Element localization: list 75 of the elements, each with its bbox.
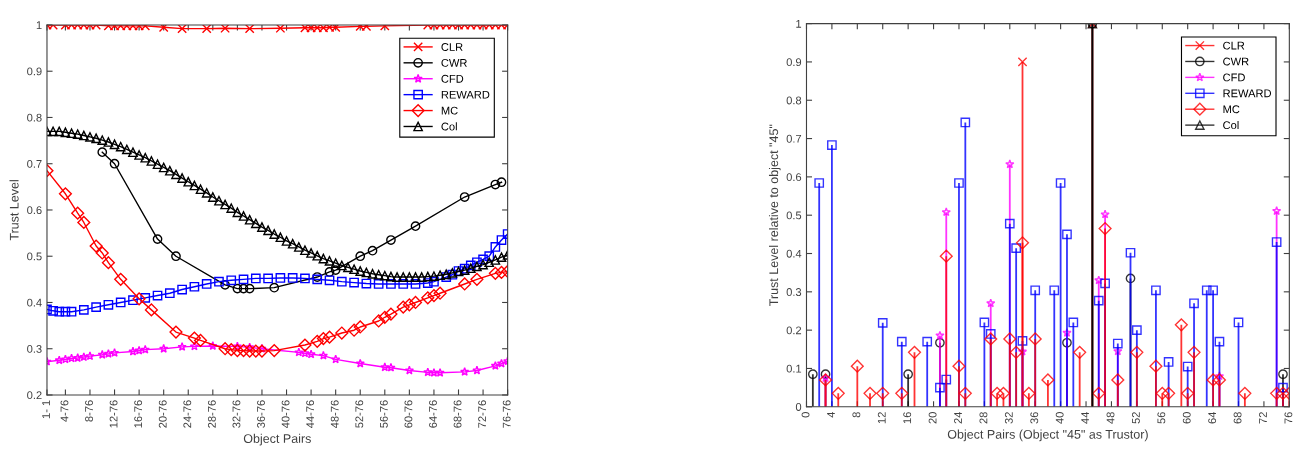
x-tick-label: 40 xyxy=(1055,412,1064,424)
y-tick-label: 0.3 xyxy=(27,345,42,353)
x-tick-label: 68 xyxy=(1233,412,1242,424)
x-tick-label: 20-76 xyxy=(158,400,167,428)
x-tick-label: 4 xyxy=(827,411,835,418)
x-tick-label: 68-76 xyxy=(453,400,462,428)
legend-label: CFD xyxy=(1223,73,1245,82)
legend-label: CFD xyxy=(441,74,464,83)
x-tick-label: 4-76 xyxy=(60,400,69,422)
legend-label: MC xyxy=(1223,105,1240,114)
x-tick-label: 0 xyxy=(801,412,810,418)
x-axis-title: Object Pairs (Object "45" as Trustor) xyxy=(947,429,1148,442)
x-tick-label: 8 xyxy=(852,412,861,418)
x-tick-label: 48 xyxy=(1106,412,1115,424)
legend-label: CLR xyxy=(1223,41,1245,50)
legend-label: CWR xyxy=(1223,57,1249,66)
x-tick-label: 12-76 xyxy=(109,400,118,428)
y-tick-label: 0.4 xyxy=(786,249,802,258)
x-tick-label: 76-76 xyxy=(502,400,511,428)
y-tick-label: 0.4 xyxy=(27,298,42,307)
y-tick-label: 0.8 xyxy=(27,113,42,122)
x-tick-label: 24 xyxy=(954,411,962,424)
x-tick-label: 72 xyxy=(1259,412,1267,424)
x-tick-label: 56-76 xyxy=(379,400,388,428)
y-tick-label: 0.7 xyxy=(786,134,802,143)
x-tick-label: 20 xyxy=(928,412,937,424)
x-tick-label: 36 xyxy=(1030,412,1039,424)
x-tick-label: 60 xyxy=(1182,412,1191,424)
y-axis-title: Trust Level relative to object "45" xyxy=(768,124,781,306)
y-tick-label: 0.6 xyxy=(786,173,802,182)
x-tick-label: 40-76 xyxy=(281,400,290,428)
x-tick-label: 12 xyxy=(877,412,886,424)
x-tick-label: 64-76 xyxy=(429,400,437,428)
y-tick-label: 0.8 xyxy=(786,96,802,105)
y-tick-label: 0.3 xyxy=(786,288,802,296)
legend-label: REWARD xyxy=(1223,89,1272,98)
x-tick-label: 52-76 xyxy=(355,400,364,428)
legend-label: MC xyxy=(441,106,458,115)
x-tick-label: 72-76 xyxy=(478,400,487,428)
x-tick-label: 16-76 xyxy=(134,400,143,428)
y-tick-label: 0.2 xyxy=(786,326,802,335)
x-tick-label: 32-76 xyxy=(232,400,241,428)
y-tick-label: 1 xyxy=(796,19,802,28)
legend-label: CWR xyxy=(441,58,467,67)
y-tick-label: 0.6 xyxy=(27,206,42,215)
x-tick-label: 28 xyxy=(979,412,988,424)
y-tick-label: 0.7 xyxy=(27,159,42,168)
y-tick-label: 1 xyxy=(36,21,42,29)
x-tick-label: 44 xyxy=(1081,411,1089,424)
x-tick-label: 24-76 xyxy=(183,400,192,428)
x-tick-label: 16 xyxy=(903,412,912,424)
y-axis-title: Trust Level xyxy=(9,180,19,241)
y-tick-label: 0.1 xyxy=(786,364,802,373)
x-tick-label: 56 xyxy=(1157,412,1166,424)
x-tick-label: 32 xyxy=(1004,412,1013,424)
x-tick-label: 44-76 xyxy=(306,400,315,428)
x-tick-label: 76 xyxy=(1284,412,1293,424)
x-tick-label: 28-76 xyxy=(207,400,216,428)
y-tick-label: 0.5 xyxy=(27,252,42,261)
x-tick-label: 52 xyxy=(1131,412,1140,424)
legend-label: REWARD xyxy=(441,90,490,99)
legend-label: CLR xyxy=(441,43,463,51)
x-tick-label: 8-76 xyxy=(85,400,93,422)
y-tick-label: 0.2 xyxy=(27,391,42,400)
y-tick-label: 0.5 xyxy=(786,211,802,220)
y-tick-label: 0.9 xyxy=(786,58,802,67)
x-tick-label: 48-76 xyxy=(330,400,339,428)
x-tick-label: 1- 1 xyxy=(42,400,50,419)
legend-label: Col xyxy=(441,122,457,131)
y-tick-label: 0.9 xyxy=(27,67,42,76)
x-tick-label: 36-76 xyxy=(257,400,265,428)
legend-label: Col xyxy=(1223,120,1239,130)
x-tick-label: 60-76 xyxy=(404,400,413,428)
x-axis-title: Object Pairs xyxy=(243,433,311,446)
x-tick-label: 64 xyxy=(1208,411,1217,424)
